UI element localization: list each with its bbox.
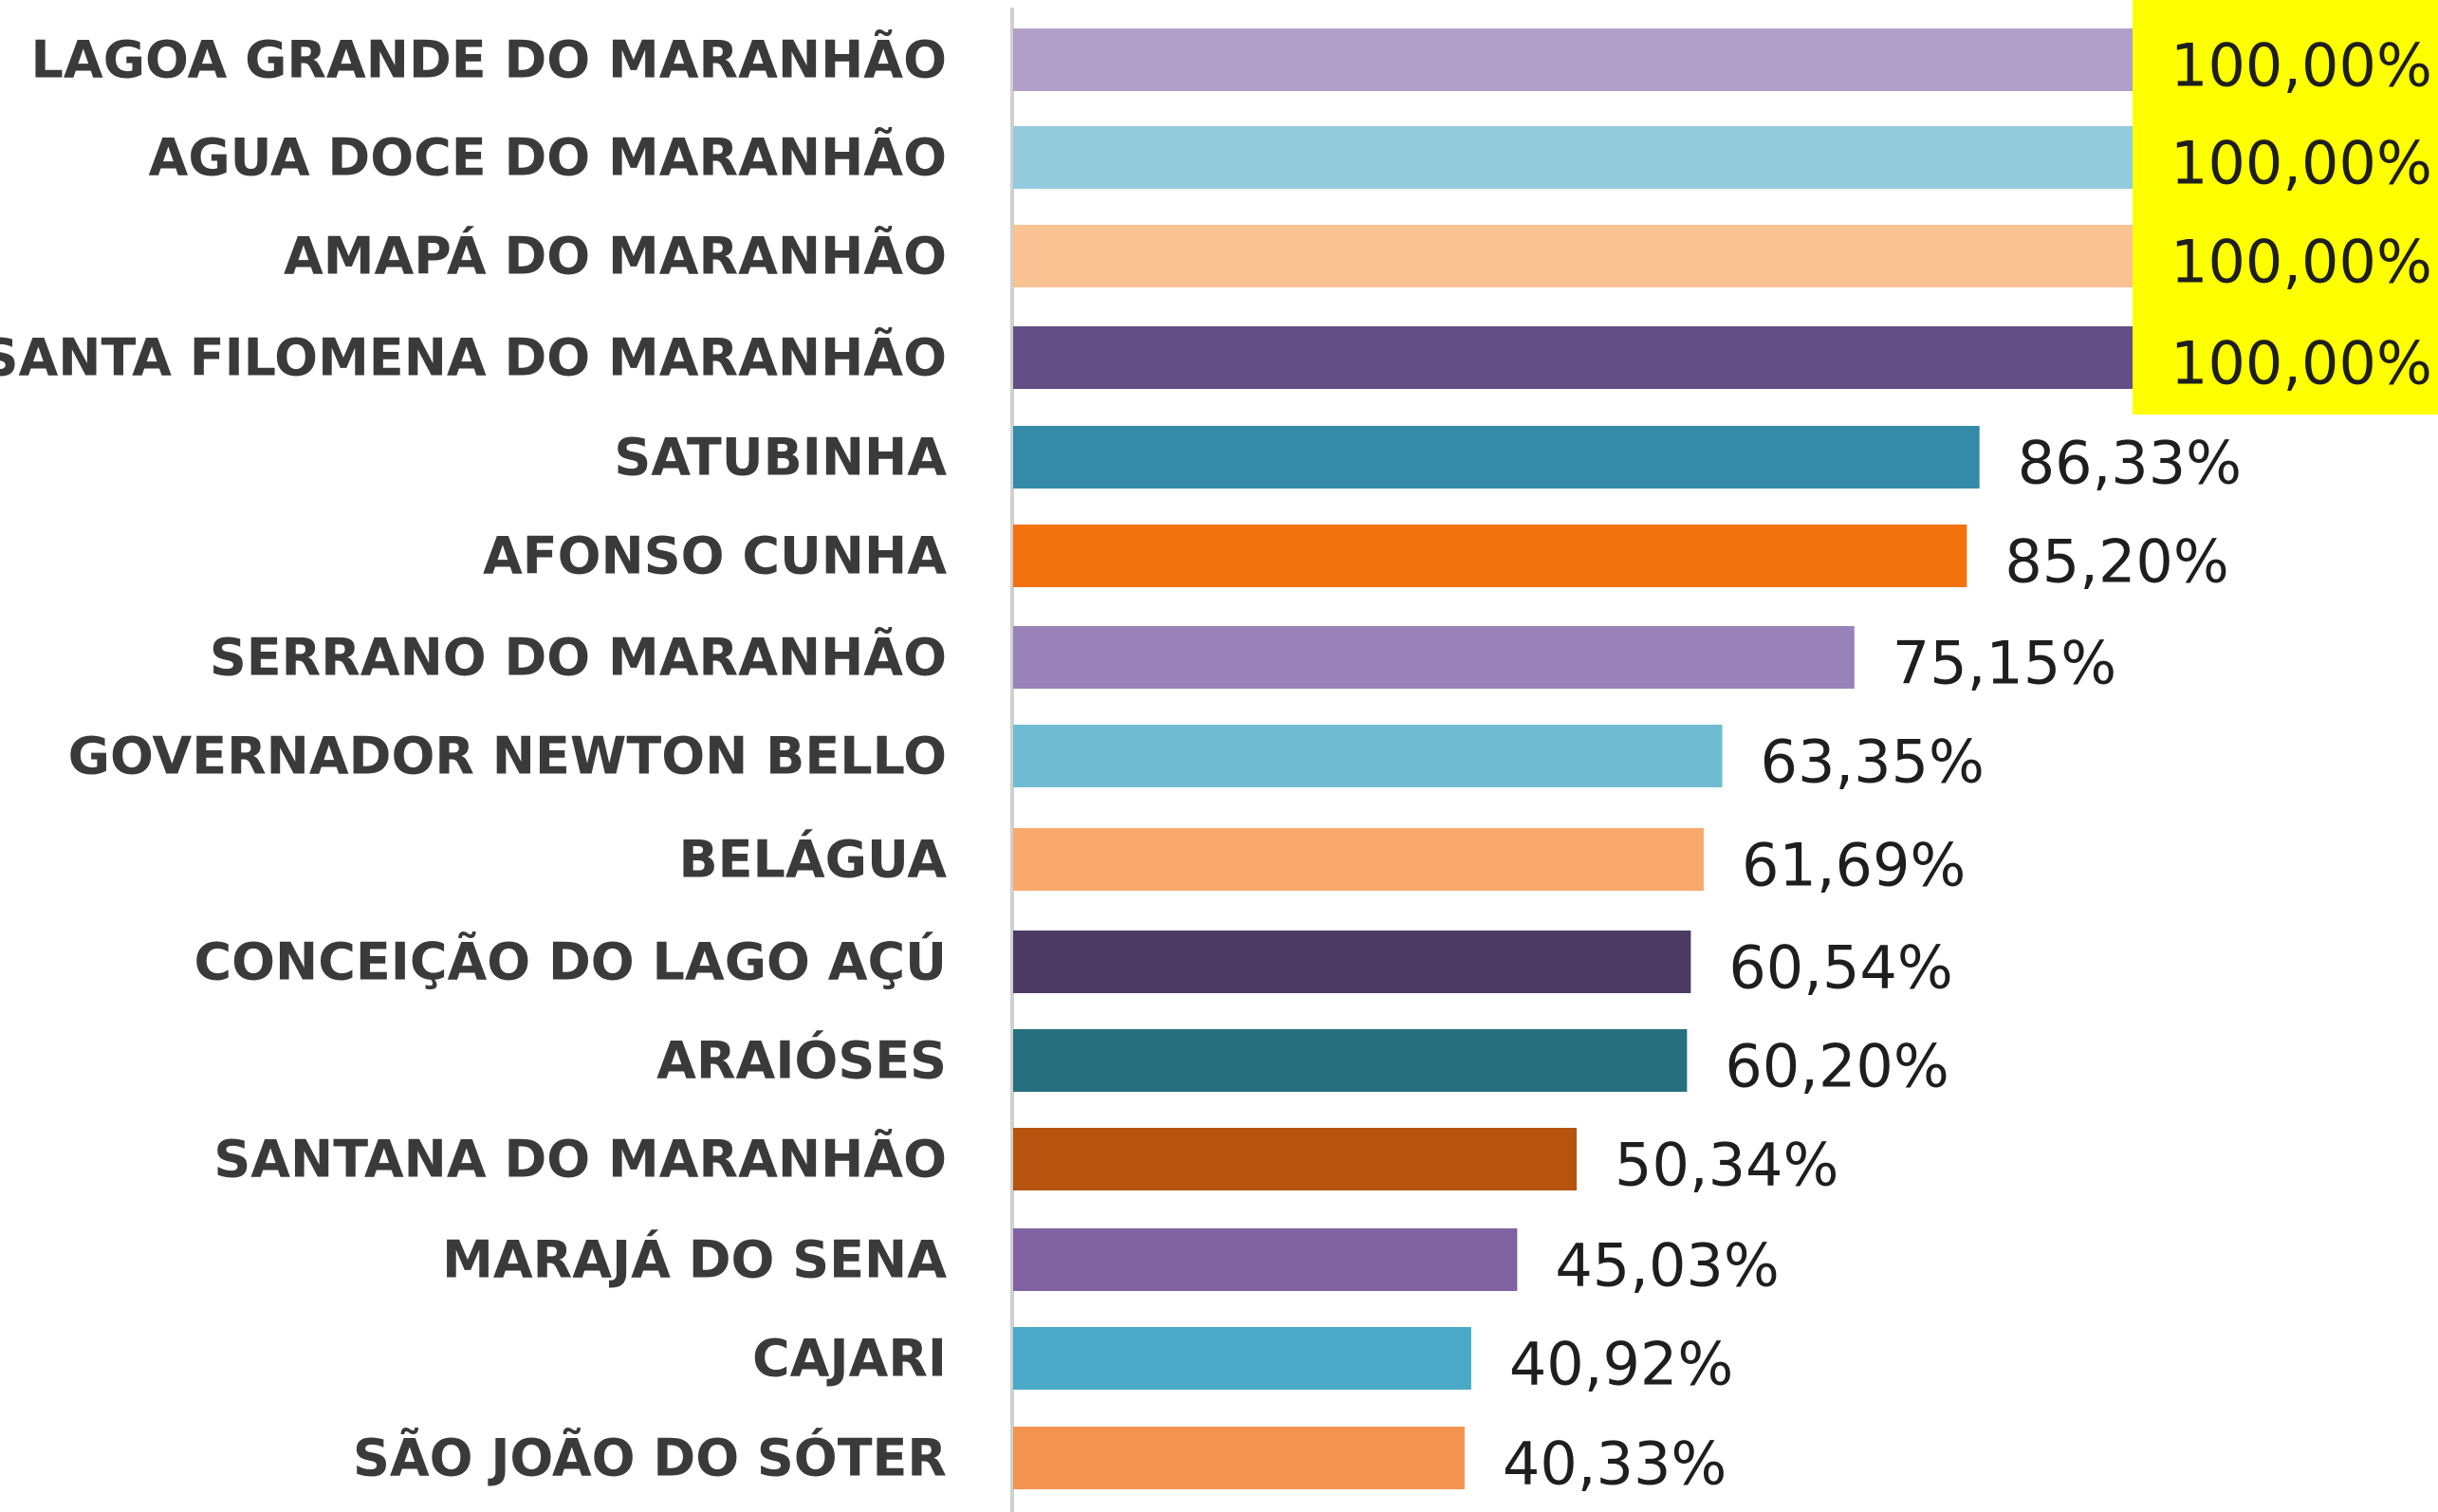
value-label: 45,03% (1555, 1231, 1779, 1300)
category-label: SÃO JOÃO DO SÓTER (353, 1429, 947, 1488)
category-label: CAJARI (752, 1329, 947, 1389)
value-label: 63,35% (1761, 728, 1985, 797)
category-label: ARAIÓSES (656, 1031, 947, 1091)
bar (1013, 225, 2133, 287)
bar (1013, 1228, 1518, 1291)
value-label: 75,15% (1893, 629, 2116, 698)
category-label: SANTANA DO MARANHÃO (213, 1130, 947, 1189)
bar (1013, 525, 1967, 587)
value-label: 85,20% (2004, 527, 2228, 597)
bar (1013, 28, 2133, 91)
value-label: 50,34% (1615, 1131, 1838, 1200)
category-label: SERRANO DO MARANHÃO (210, 628, 947, 688)
bar (1013, 426, 1980, 489)
category-label: CONCEIÇÃO DO LAGO AÇÚ (194, 932, 948, 992)
bar (1013, 931, 1691, 993)
category-label: SATUBINHA (614, 428, 947, 488)
value-label-highlight (2133, 0, 2438, 415)
value-label: 100,00% (2170, 228, 2432, 297)
bar (1013, 326, 2133, 389)
bar (1013, 1327, 1471, 1390)
category-label: SANTA FILOMENA DO MARANHÃO (0, 328, 947, 388)
category-label: AMAPÁ DO MARANHÃO (284, 227, 947, 286)
category-label: BELÁGUA (678, 830, 947, 890)
value-label: 100,00% (2170, 31, 2432, 101)
value-label: 100,00% (2170, 329, 2432, 398)
value-label: 40,92% (1509, 1330, 1733, 1399)
bar (1013, 725, 1723, 787)
category-label: LAGOA GRANDE DO MARANHÃO (31, 30, 948, 90)
value-label: 86,33% (2018, 429, 2242, 498)
value-label: 61,69% (1742, 831, 1966, 900)
bar (1013, 126, 2133, 189)
value-label: 60,54% (1728, 933, 1952, 1003)
value-label: 100,00% (2170, 129, 2432, 198)
bar (1013, 626, 1855, 689)
category-label: AFONSO CUNHA (483, 526, 947, 586)
bar (1013, 1427, 1465, 1489)
category-label: MARAJÁ DO SENA (442, 1230, 947, 1290)
category-label: GOVERNADOR NEWTON BELLO (68, 727, 947, 786)
bar (1013, 828, 1704, 891)
value-label: 40,33% (1503, 1429, 1727, 1499)
category-label: AGUA DOCE DO MARANHÃO (149, 128, 947, 188)
bar (1013, 1029, 1688, 1092)
value-label: 60,20% (1725, 1032, 1949, 1101)
bar (1013, 1128, 1578, 1190)
